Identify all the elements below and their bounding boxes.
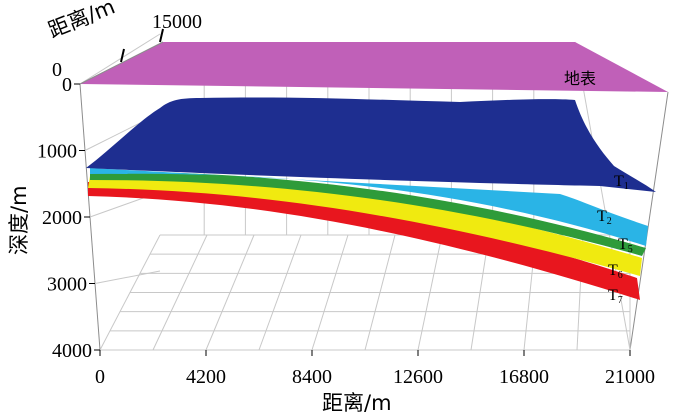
back-axis-tick: [120, 48, 125, 63]
surface-t2: [90, 168, 648, 246]
surface-label-t2: T2: [597, 208, 612, 227]
back-axis-tick: [159, 28, 164, 43]
x-tick-label: 0: [95, 366, 105, 388]
y-tick-label: 1000: [37, 141, 77, 163]
x-tick-label: 21000: [605, 366, 655, 388]
x-tick-label: 16800: [499, 366, 549, 388]
x-tick-label: 12600: [393, 366, 443, 388]
surface-t7: [88, 181, 640, 300]
x-axis-label: 距离/m: [322, 391, 392, 414]
x-tick-label: 4200: [186, 366, 226, 388]
back-axis-tick-label: 15000: [152, 11, 202, 33]
y-tick-label: 3000: [47, 274, 87, 296]
x-axis-ticks: 0 4200 8400 12600 16800 21000: [95, 350, 655, 388]
back-axis-label: 距离/m: [45, 0, 118, 43]
surface-label-地表: 地表: [564, 70, 596, 88]
y-axis-ticks: 0 1000 2000 3000 4000: [37, 74, 100, 362]
surface-t1: [86, 97, 656, 192]
y-axis-label: 深度/m: [7, 185, 31, 255]
grid-line: [94, 270, 161, 284]
grid-line: [79, 33, 161, 85]
y-tick-label: 2000: [42, 207, 82, 229]
x-tick-label: 8400: [292, 366, 332, 388]
y-tick-label: 0: [62, 74, 72, 96]
back-axis-tick-label: 0: [52, 59, 62, 81]
frame-line: [629, 91, 669, 351]
surface-t5: [90, 171, 646, 256]
surface-ground: [80, 42, 668, 92]
grid-line: [574, 41, 631, 351]
y-tick-label: 4000: [52, 340, 92, 362]
